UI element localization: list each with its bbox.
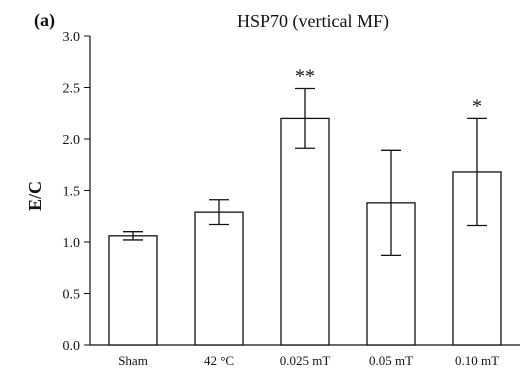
y-tick-label: 2.0 [63, 133, 81, 148]
y-tick-label: 0.0 [63, 339, 81, 354]
x-tick-label: 0.10 mT [455, 353, 499, 368]
x-tick-label: Sham [118, 353, 148, 368]
y-tick-label: 1.0 [63, 236, 81, 251]
x-tick-label: 0.05 mT [369, 353, 413, 368]
chart-title: HSP70 (vertical MF) [237, 11, 389, 32]
significance-marker: * [472, 95, 482, 117]
panel-label: (a) [34, 10, 55, 31]
y-tick-label: 3.0 [63, 30, 81, 45]
y-tick-label: 0.5 [63, 288, 81, 303]
significance-marker: ** [295, 66, 315, 88]
x-tick-label: 42 °C [204, 353, 234, 368]
bar [194, 211, 244, 346]
y-tick-label: 1.5 [63, 185, 81, 200]
bar [280, 117, 330, 346]
y-tick-label: 2.5 [63, 82, 81, 97]
y-axis-label: E/C [25, 181, 45, 211]
x-tick-label: 0.025 mT [280, 353, 331, 368]
bar [108, 235, 158, 346]
